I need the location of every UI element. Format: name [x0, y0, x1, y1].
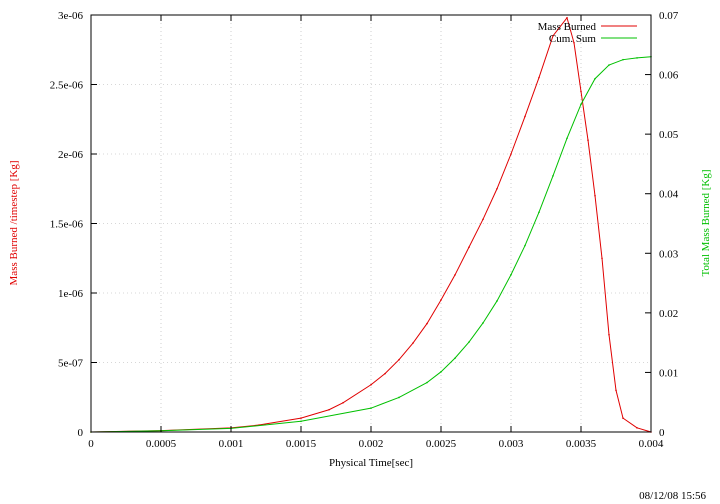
y-right-tick-label: 0.01: [659, 367, 678, 379]
y-right-tick-label: 0.03: [659, 248, 679, 260]
x-tick-label: 0.0025: [426, 438, 457, 450]
y-left-tick-label: 0: [78, 427, 84, 439]
data-point-mass-burned: [370, 383, 372, 386]
x-axis-label: Physical Time[sec]: [329, 457, 413, 469]
series-line-mass-burned: [90, 16, 652, 433]
grid-layer: [91, 15, 651, 432]
data-point-mass-burned: [468, 246, 470, 248]
data-point-cum-sum: [580, 103, 582, 106]
y-right-tick-label: 0.02: [659, 308, 678, 320]
data-point-mass-burned: [398, 358, 400, 361]
data-point-mass-burned: [538, 76, 540, 79]
x-tick-label: 0.0035: [566, 438, 597, 450]
data-point-mass-burned: [440, 299, 442, 301]
data-point-cum-sum: [482, 322, 484, 324]
data-point-cum-sum: [300, 420, 302, 423]
legend-label-cum-sum: Cum. Sum: [549, 33, 597, 45]
y-right-tick-label: 0: [659, 427, 665, 439]
x-tick-label: 0.004: [639, 438, 664, 450]
data-point-mass-burned: [615, 389, 617, 392]
y-right-tick-label: 0.07: [659, 10, 679, 22]
data-point-cum-sum: [398, 396, 400, 399]
x-tick-label: 0.0005: [146, 438, 177, 450]
data-point-mass-burned: [608, 333, 610, 336]
legend: Mass Burned Cum. Sum: [538, 21, 637, 45]
data-point-cum-sum: [510, 273, 512, 276]
y-left-tick-label: 3e-06: [58, 10, 84, 22]
data-point-cum-sum: [538, 211, 540, 213]
data-point-cum-sum: [454, 357, 456, 359]
data-point-cum-sum: [524, 244, 526, 247]
data-point-mass-burned: [496, 187, 498, 190]
y-left-tick-label: 5e-07: [58, 358, 84, 370]
timestamp: 08/12/08 15:56: [639, 490, 706, 502]
y-right-tick-label: 0.04: [659, 189, 679, 201]
data-point-mass-burned: [566, 16, 568, 19]
x-tick-label: 0.001: [219, 438, 244, 450]
y-left-tick-label: 1.5e-06: [50, 219, 84, 231]
data-point-mass-burned: [426, 322, 428, 325]
data-point-mass-burned: [601, 257, 603, 260]
data-point-mass-burned: [342, 402, 344, 404]
tick-layer: [90, 14, 652, 433]
data-point-mass-burned: [454, 274, 456, 276]
data-point-mass-burned: [622, 417, 624, 419]
data-point-cum-sum: [594, 77, 596, 80]
data-point-mass-burned: [510, 153, 512, 155]
data-point-mass-burned: [587, 139, 589, 141]
data-point-cum-sum: [566, 137, 568, 140]
y-left-tick-label: 2.5e-06: [50, 80, 84, 92]
data-point-cum-sum: [608, 64, 610, 66]
data-point-cum-sum: [440, 371, 442, 373]
x-tick-label: 0.003: [499, 438, 524, 450]
data-point-mass-burned: [594, 194, 596, 197]
data-point-cum-sum: [370, 407, 372, 409]
data-point-mass-burned: [300, 417, 302, 419]
data-point-mass-burned: [482, 218, 484, 221]
legend-label-mass-burned: Mass Burned: [538, 21, 597, 33]
data-point-cum-sum: [622, 58, 624, 61]
y-left-tick-label: 2e-06: [58, 149, 84, 161]
label-layer: 0 0.0005 0.001 0.0015 0.002 0.0025 0.003 0.0035…: [50, 10, 679, 450]
data-point-cum-sum: [552, 175, 554, 177]
data-point-mass-burned: [552, 35, 554, 37]
data-point-mass-burned: [580, 90, 582, 93]
series-layer: [90, 16, 652, 433]
data-point-mass-burned: [384, 372, 386, 375]
y-right-tick-label: 0.06: [659, 70, 679, 82]
x-tick-label: 0.0015: [286, 438, 317, 450]
data-point-mass-burned: [573, 42, 575, 44]
x-tick-label: 0.002: [359, 438, 384, 450]
y-right-tick-label: 0.05: [659, 129, 679, 141]
data-point-mass-burned: [328, 408, 330, 411]
data-point-cum-sum: [636, 57, 638, 59]
data-point-mass-burned: [636, 427, 638, 429]
data-point-mass-burned: [524, 115, 526, 118]
y-left-tick-label: 1e-06: [58, 288, 84, 300]
data-point-cum-sum: [496, 300, 498, 302]
data-point-cum-sum: [426, 381, 428, 384]
x-tick-label: 0: [88, 438, 94, 450]
y-axis-right-label: Total Mass Burned [Kg]: [700, 169, 712, 276]
data-point-cum-sum: [468, 341, 470, 343]
y-axis-left-label: Mass Burned /timestep [Kg]: [8, 161, 20, 286]
data-point-mass-burned: [412, 342, 414, 344]
